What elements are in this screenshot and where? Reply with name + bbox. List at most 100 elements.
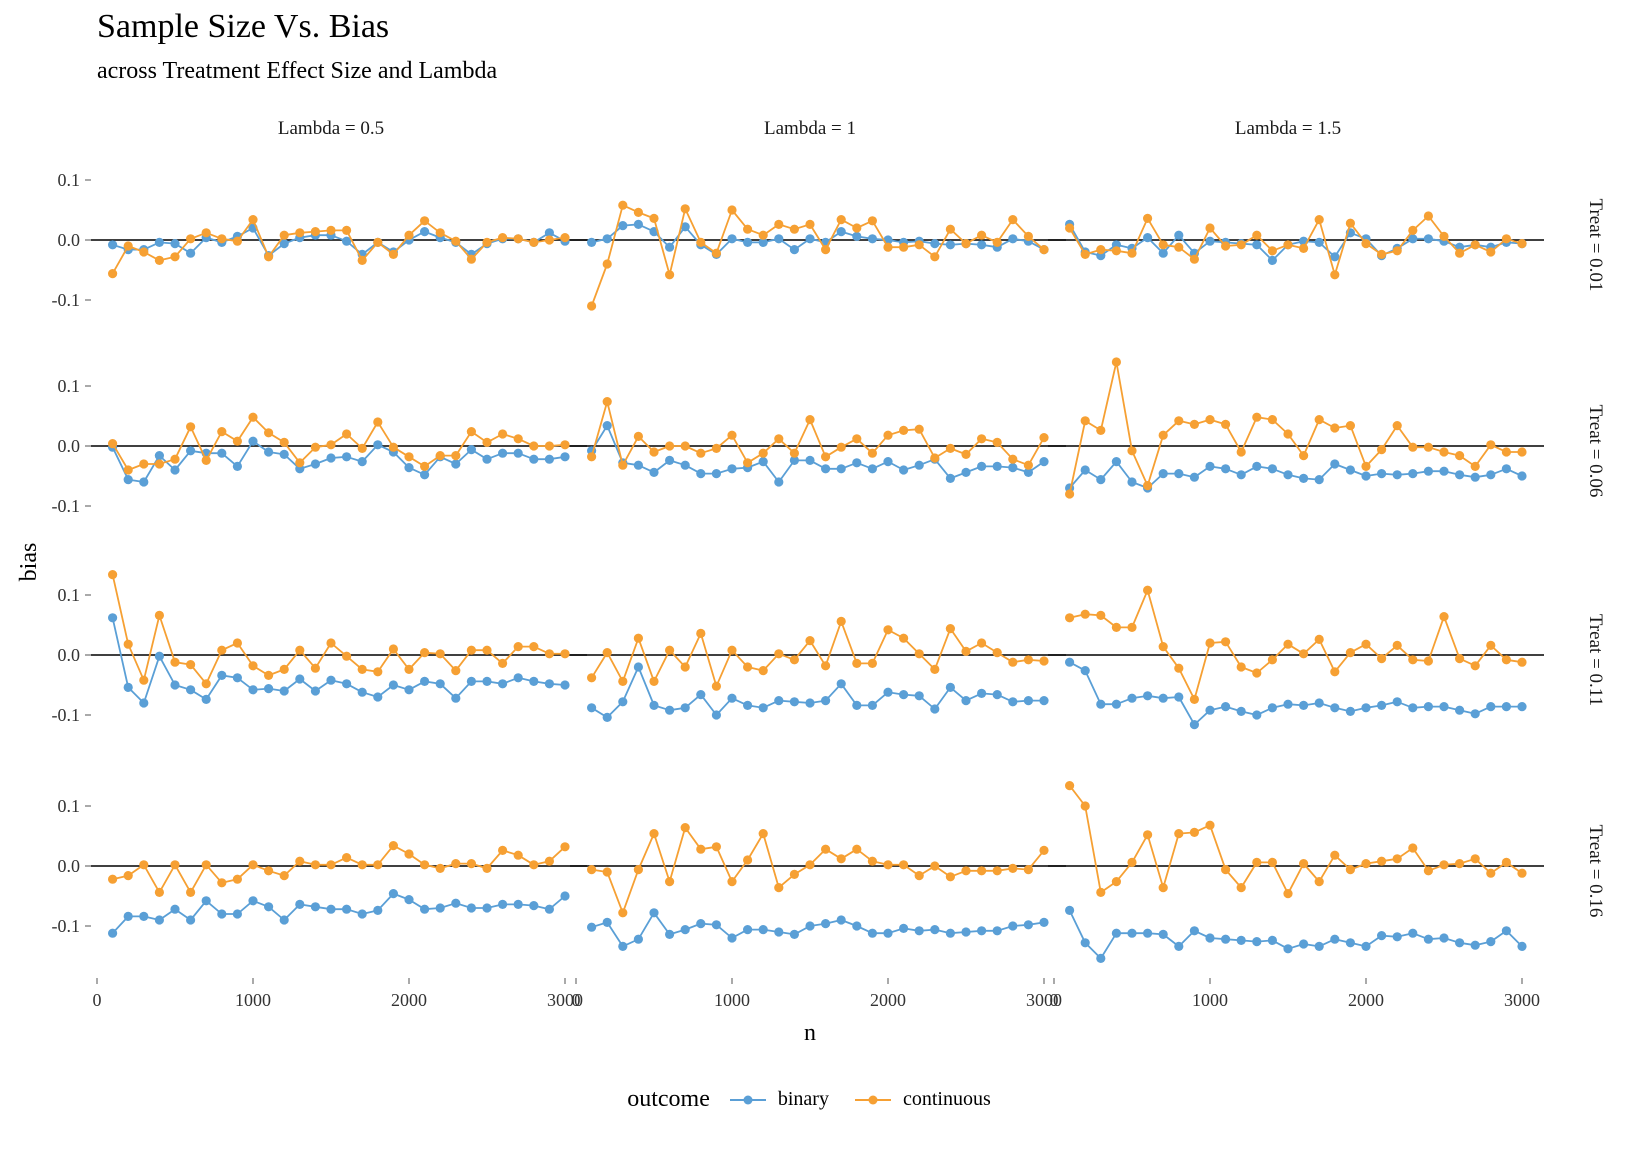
- data-point-binary: [1361, 941, 1371, 952]
- data-point-continuous: [805, 636, 815, 646]
- data-point-continuous: [388, 644, 398, 654]
- y-tick-label: 0.0: [58, 436, 81, 456]
- data-point-continuous: [758, 829, 768, 839]
- data-point-continuous: [560, 440, 570, 450]
- data-point-binary: [482, 454, 492, 464]
- data-point-continuous: [649, 213, 659, 223]
- data-point-continuous: [789, 655, 800, 665]
- data-point-continuous: [1330, 270, 1340, 280]
- data-point-continuous: [217, 427, 227, 437]
- data-point-continuous: [805, 415, 815, 425]
- data-point-binary: [743, 700, 753, 711]
- data-point-binary: [836, 915, 846, 925]
- data-point-binary: [108, 613, 118, 623]
- data-point-binary: [1023, 920, 1033, 930]
- data-point-binary: [696, 690, 706, 700]
- series-line-continuous: [590, 400, 1045, 467]
- data-point-binary: [186, 915, 196, 925]
- data-point-binary: [186, 685, 196, 695]
- data-point-binary: [264, 684, 274, 694]
- data-point-continuous: [1221, 419, 1231, 429]
- data-point-continuous: [1486, 440, 1496, 450]
- data-point-continuous: [930, 252, 940, 262]
- data-point-binary: [170, 680, 180, 690]
- data-point-binary: [1252, 461, 1262, 471]
- data-point-binary: [342, 679, 352, 689]
- data-point-continuous: [1065, 781, 1075, 791]
- data-point-continuous: [123, 639, 133, 649]
- data-point-binary: [852, 458, 862, 468]
- data-point-continuous: [836, 616, 846, 627]
- data-point-binary: [774, 477, 784, 487]
- data-point-binary: [977, 688, 987, 699]
- data-point-continuous: [154, 255, 164, 265]
- data-point-continuous: [758, 448, 768, 458]
- data-point-continuous: [420, 216, 430, 226]
- data-point-continuous: [602, 259, 612, 269]
- data-point-binary: [945, 928, 956, 938]
- data-point-continuous: [357, 664, 367, 675]
- data-point-continuous: [482, 645, 492, 655]
- data-point-continuous: [560, 842, 570, 852]
- data-point-continuous: [758, 666, 768, 676]
- data-point-continuous: [1039, 656, 1049, 666]
- data-point-continuous: [1377, 856, 1387, 866]
- data-point-binary: [1486, 470, 1496, 480]
- data-point-binary: [1221, 702, 1231, 712]
- data-point-continuous: [1039, 845, 1049, 856]
- data-point-binary: [649, 700, 659, 711]
- data-point-continuous: [1392, 640, 1402, 651]
- data-point-continuous: [1267, 655, 1277, 665]
- data-point-continuous: [279, 230, 289, 240]
- data-point-binary: [1439, 466, 1449, 476]
- data-point-binary: [404, 463, 414, 473]
- data-point-binary: [743, 925, 753, 935]
- series-line-binary: [111, 892, 566, 934]
- data-point-continuous: [977, 434, 987, 444]
- data-point-continuous: [914, 871, 924, 881]
- data-point-binary: [1408, 928, 1418, 938]
- data-point-binary: [1423, 466, 1433, 476]
- data-point-binary: [883, 687, 893, 697]
- data-point-binary: [1408, 469, 1418, 479]
- data-point-continuous: [1361, 639, 1371, 649]
- data-point-binary: [1127, 928, 1137, 938]
- data-point-continuous: [1299, 243, 1309, 253]
- data-point-continuous: [1111, 877, 1121, 887]
- data-point-binary: [326, 453, 336, 463]
- data-point-continuous: [248, 860, 258, 870]
- data-point-continuous: [1345, 865, 1355, 875]
- data-point-continuous: [1221, 637, 1231, 647]
- data-point-binary: [1096, 475, 1106, 485]
- data-point-continuous: [899, 633, 909, 643]
- x-tick-label: 3000: [547, 990, 583, 1010]
- facet-column-label: Lambda = 1: [764, 118, 856, 139]
- data-point-continuous: [930, 664, 940, 675]
- data-point-continuous: [867, 856, 878, 866]
- data-point-continuous: [1174, 242, 1184, 252]
- data-point-continuous: [633, 633, 644, 643]
- data-point-binary: [1096, 699, 1106, 709]
- data-point-binary: [1189, 926, 1199, 936]
- data-point-continuous: [1455, 248, 1465, 258]
- data-point-binary: [680, 460, 690, 470]
- data-point-continuous: [201, 455, 211, 465]
- data-point-binary: [451, 898, 461, 908]
- data-point-binary: [665, 929, 675, 940]
- data-point-binary: [1345, 938, 1355, 948]
- data-point-continuous: [279, 664, 289, 675]
- data-point-binary: [649, 467, 659, 477]
- data-point-binary: [1205, 933, 1215, 943]
- data-point-continuous: [326, 638, 336, 648]
- data-point-continuous: [696, 844, 706, 854]
- data-point-continuous: [373, 417, 383, 427]
- data-point-binary: [992, 461, 1002, 471]
- data-point-binary: [1174, 230, 1184, 240]
- data-point-binary: [139, 477, 149, 487]
- data-point-continuous: [295, 228, 305, 238]
- data-point-continuous: [154, 459, 164, 469]
- data-point-binary: [123, 911, 133, 922]
- data-point-binary: [310, 686, 320, 696]
- x-tick-label: 1000: [235, 990, 271, 1010]
- data-point-continuous: [513, 234, 523, 244]
